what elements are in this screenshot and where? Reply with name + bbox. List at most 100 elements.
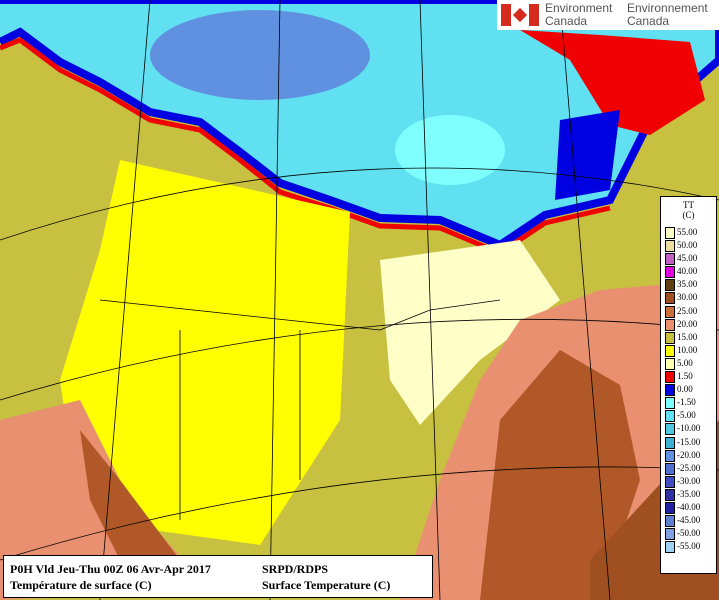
southeast-hot xyxy=(480,350,640,600)
flag xyxy=(501,4,539,26)
legend-label: 5.00 xyxy=(677,357,693,368)
legend-label: -1.50 xyxy=(677,397,696,408)
org-en: Environment Canada xyxy=(545,2,612,28)
legend-label: 25.00 xyxy=(677,305,698,316)
legend-label: -45.00 xyxy=(677,515,701,526)
legend-item: -45.00 xyxy=(661,514,716,528)
legend-item: 10.00 xyxy=(661,344,716,357)
legend-label: 10.00 xyxy=(677,344,698,355)
legend-label: 0.00 xyxy=(677,384,693,395)
legend-label: -30.00 xyxy=(677,475,701,486)
caption: P0H Vld Jeu-Thu 00Z 06 Avr-Apr 2017 SRPD… xyxy=(3,555,433,598)
legend-item: 15.00 xyxy=(661,331,716,344)
legend-item: -10.00 xyxy=(661,422,716,436)
org-text: Environment xyxy=(545,1,613,15)
caption-text: Surface Temperature (C) xyxy=(262,578,391,592)
legend-label: -15.00 xyxy=(677,436,701,447)
legend-label: -25.00 xyxy=(677,462,701,473)
warm-interior xyxy=(60,160,350,545)
legend-swatch xyxy=(665,305,675,318)
southwest-hot xyxy=(80,430,180,560)
org-text: Canada xyxy=(627,14,670,28)
legend-title: TT xyxy=(683,200,694,210)
legend-swatch xyxy=(665,240,675,253)
legend-item: -35.00 xyxy=(661,488,716,501)
legend-swatch xyxy=(665,449,675,462)
legend-item: 50.00 xyxy=(661,239,716,253)
legend-unit: (C) xyxy=(682,210,695,220)
legend-item: 45.00 xyxy=(661,252,716,266)
org-text: Canada xyxy=(545,14,588,28)
cold-core xyxy=(150,10,370,100)
legend-swatch xyxy=(665,397,675,410)
legend-swatch xyxy=(665,488,675,501)
legend-item: -40.00 xyxy=(661,501,716,514)
legend-label: -10.00 xyxy=(677,423,701,434)
legend-item: -1.50 xyxy=(661,396,716,410)
org-text: Environnement xyxy=(627,1,708,15)
legend-label: 35.00 xyxy=(677,279,698,290)
legend-items: 55.00 50.00 45.00 40.00 35.00 30.00 25.00 20.00… xyxy=(661,226,716,554)
legend-swatch xyxy=(665,357,675,370)
legend-item: 40.00 xyxy=(661,265,716,279)
legend-label: -50.00 xyxy=(677,528,701,539)
legend-label: -35.00 xyxy=(677,488,701,499)
legend-swatch xyxy=(665,266,675,279)
legend-label: 1.50 xyxy=(677,371,693,382)
legend-label: -20.00 xyxy=(677,449,701,460)
legend-label: 55.00 xyxy=(677,227,698,237)
org-fr: Environnement Canada xyxy=(627,2,708,28)
caption-text: Température de surface (C) xyxy=(10,578,152,592)
legend-item: 25.00 xyxy=(661,305,716,318)
legend-item: -25.00 xyxy=(661,462,716,475)
legend-header: TT (C) xyxy=(661,200,716,220)
legend-label: 15.00 xyxy=(677,331,698,342)
legend-swatch xyxy=(665,253,675,266)
legend-label: -5.00 xyxy=(677,410,696,421)
legend-item: 20.00 xyxy=(661,318,716,331)
legend-swatch xyxy=(665,410,675,423)
legend-label: 40.00 xyxy=(677,266,698,277)
legend-swatch xyxy=(665,371,675,384)
legend-swatch xyxy=(665,331,675,344)
bay xyxy=(395,115,505,185)
caption-text: P0H Vld Jeu-Thu 00Z 06 Avr-Apr 2017 xyxy=(10,562,211,576)
warm-north xyxy=(520,30,705,135)
legend-label: 20.00 xyxy=(677,318,698,329)
legend-label: -40.00 xyxy=(677,501,701,512)
legend-item: 30.00 xyxy=(661,291,716,305)
labrador xyxy=(555,110,620,200)
legend-item: 55.00 xyxy=(661,226,716,239)
legend-item: -55.00 xyxy=(661,540,716,554)
legend-label: -55.00 xyxy=(677,541,701,552)
legend-item: -20.00 xyxy=(661,449,716,462)
legend-swatch xyxy=(665,344,675,357)
lakes-region xyxy=(380,240,560,425)
legend-item: 5.00 xyxy=(661,357,716,370)
legend-item: -30.00 xyxy=(661,475,716,488)
legend-swatch xyxy=(665,462,675,475)
legend-swatch xyxy=(665,279,675,292)
legend-swatch xyxy=(665,515,675,528)
legend-item: 0.00 xyxy=(661,383,716,397)
legend-swatch xyxy=(665,423,675,436)
legend-item: -15.00 xyxy=(661,436,716,449)
legend-item: 1.50 xyxy=(661,370,716,384)
legend-swatch xyxy=(665,292,675,305)
legend-swatch xyxy=(665,384,675,397)
legend: TT (C) 55.00 50.00 45.00 40.00 35.00 30.00 25.… xyxy=(660,196,717,574)
legend-item: -50.00 xyxy=(661,527,716,541)
logo: Environment Canada Environnement Canada xyxy=(497,0,719,30)
legend-item: -5.00 xyxy=(661,409,716,423)
legend-label: 45.00 xyxy=(677,253,698,264)
legend-label: 30.00 xyxy=(677,292,698,303)
legend-swatch xyxy=(665,318,675,331)
legend-swatch xyxy=(665,227,675,239)
legend-swatch xyxy=(665,475,675,488)
legend-label: 50.00 xyxy=(677,240,698,251)
legend-swatch xyxy=(665,541,675,554)
legend-swatch xyxy=(665,436,675,449)
